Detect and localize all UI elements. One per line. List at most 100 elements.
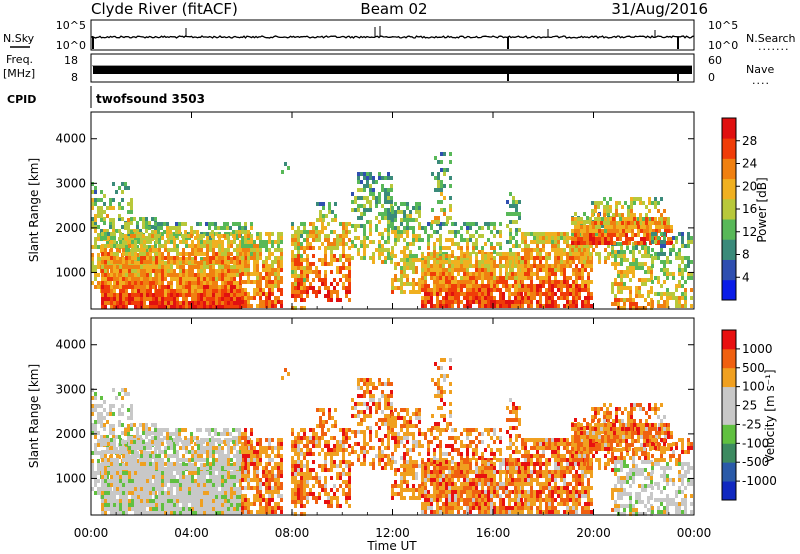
- heatmap-cell: [271, 300, 274, 304]
- heatmap-cell: [327, 262, 330, 266]
- heatmap-cell: [387, 236, 390, 240]
- heatmap-cell: [297, 290, 300, 294]
- heatmap-cell: [230, 438, 233, 442]
- heatmap-cell: [209, 269, 212, 273]
- heatmap-cell: [617, 302, 620, 306]
- heatmap-cell: [236, 289, 239, 293]
- heatmap-cell: [584, 304, 587, 308]
- heatmap-cell: [330, 262, 333, 266]
- heatmap-cell: [539, 260, 542, 264]
- heatmap-cell: [530, 292, 533, 296]
- heatmap-cell: [113, 499, 116, 503]
- heatmap-cell: [629, 250, 632, 254]
- heatmap-cell: [97, 261, 100, 265]
- heatmap-cell: [563, 292, 566, 296]
- heatmap-cell: [625, 229, 628, 233]
- heatmap-cell: [330, 290, 333, 294]
- heatmap-cell: [116, 305, 119, 309]
- heatmap-cell: [209, 491, 212, 495]
- heatmap-cell: [291, 270, 294, 274]
- heatmap-cell: [149, 252, 152, 256]
- heatmap-cell: [472, 288, 475, 292]
- heatmap-cell: [104, 277, 107, 281]
- heatmap-cell: [448, 296, 451, 300]
- heatmap-cell: [318, 230, 321, 234]
- heatmap-cell: [633, 213, 636, 217]
- heatmap-cell: [143, 466, 146, 470]
- heatmap-cell: [127, 455, 130, 459]
- heatmap-cell: [155, 511, 158, 515]
- heatmap-cell: [625, 237, 628, 241]
- heatmap-cell: [109, 206, 112, 210]
- heatmap-cell: [227, 289, 230, 293]
- heatmap-cell: [524, 244, 527, 248]
- heatmap-cell: [250, 252, 253, 256]
- heatmap-cell: [256, 466, 259, 470]
- heatmap-cell: [300, 254, 303, 258]
- heatmap-cell: [669, 272, 672, 276]
- heatmap-cell: [624, 201, 627, 205]
- heatmap-cell: [400, 278, 403, 282]
- heatmap-cell: [345, 258, 348, 262]
- heatmap-cell: [487, 272, 490, 276]
- heatmap-cell: [454, 288, 457, 292]
- heatmap-cell: [427, 292, 430, 296]
- heatmap-cell: [233, 499, 236, 503]
- heatmap-cell: [566, 300, 569, 304]
- heatmap-cell: [134, 471, 137, 475]
- heatmap-cell: [635, 286, 638, 290]
- heatmap-cell: [478, 276, 481, 280]
- heatmap-cell: [127, 210, 130, 214]
- heatmap-cell: [173, 495, 176, 499]
- heatmap-cell: [94, 214, 97, 218]
- heatmap-cell: [194, 244, 197, 248]
- heatmap-cell: [152, 511, 155, 515]
- heatmap-cell: [277, 268, 280, 272]
- heatmap-cell: [100, 190, 103, 194]
- heatmap-cell: [274, 304, 277, 308]
- heatmap-cell: [369, 228, 372, 232]
- heatmap-cell: [580, 260, 583, 264]
- heatmap-cell: [650, 286, 653, 290]
- heatmap-cell: [221, 446, 224, 450]
- heatmap-cell: [209, 466, 212, 470]
- heatmap-cell: [268, 240, 271, 244]
- heatmap-cell: [104, 265, 107, 269]
- heatmap-cell: [179, 507, 182, 511]
- heatmap-cell: [164, 491, 167, 495]
- heatmap-cell: [363, 256, 366, 260]
- heatmap-cell: [280, 304, 283, 308]
- heatmap-cell: [97, 237, 100, 241]
- heatmap-cell: [345, 278, 348, 282]
- heatmap-cell: [390, 200, 393, 204]
- heatmap-cell: [224, 297, 227, 301]
- heatmap-cell: [524, 256, 527, 260]
- heatmap-cell: [533, 288, 536, 292]
- heatmap-cell: [140, 248, 143, 252]
- heatmap-cell: [140, 499, 143, 503]
- heatmap-cell: [212, 479, 215, 483]
- heatmap-cell: [469, 284, 472, 288]
- heatmap-cell: [188, 269, 191, 273]
- heatmap-cell: [212, 495, 215, 499]
- heatmap-cell: [134, 487, 137, 491]
- heatmap-cell: [116, 244, 119, 248]
- heatmap-cell: [104, 232, 107, 236]
- heatmap-cell: [614, 282, 617, 286]
- heatmap-cell: [566, 240, 569, 244]
- heatmap-cell: [342, 234, 345, 238]
- heatmap-cell: [212, 491, 215, 495]
- heatmap-cell: [524, 268, 527, 272]
- heatmap-cell: [218, 285, 221, 289]
- heatmap-cell: [484, 284, 487, 288]
- heatmap-cell: [265, 300, 268, 304]
- heatmap-cell: [613, 229, 616, 233]
- heatmap-cell: [200, 281, 203, 285]
- heatmap-cell: [400, 222, 403, 226]
- heatmap-cell: [128, 487, 131, 491]
- heatmap-cell: [250, 462, 253, 466]
- heatmap-cell: [280, 280, 283, 284]
- heatmap-cell: [647, 294, 650, 298]
- heatmap-cell: [146, 240, 149, 244]
- heatmap-cell: [131, 248, 134, 252]
